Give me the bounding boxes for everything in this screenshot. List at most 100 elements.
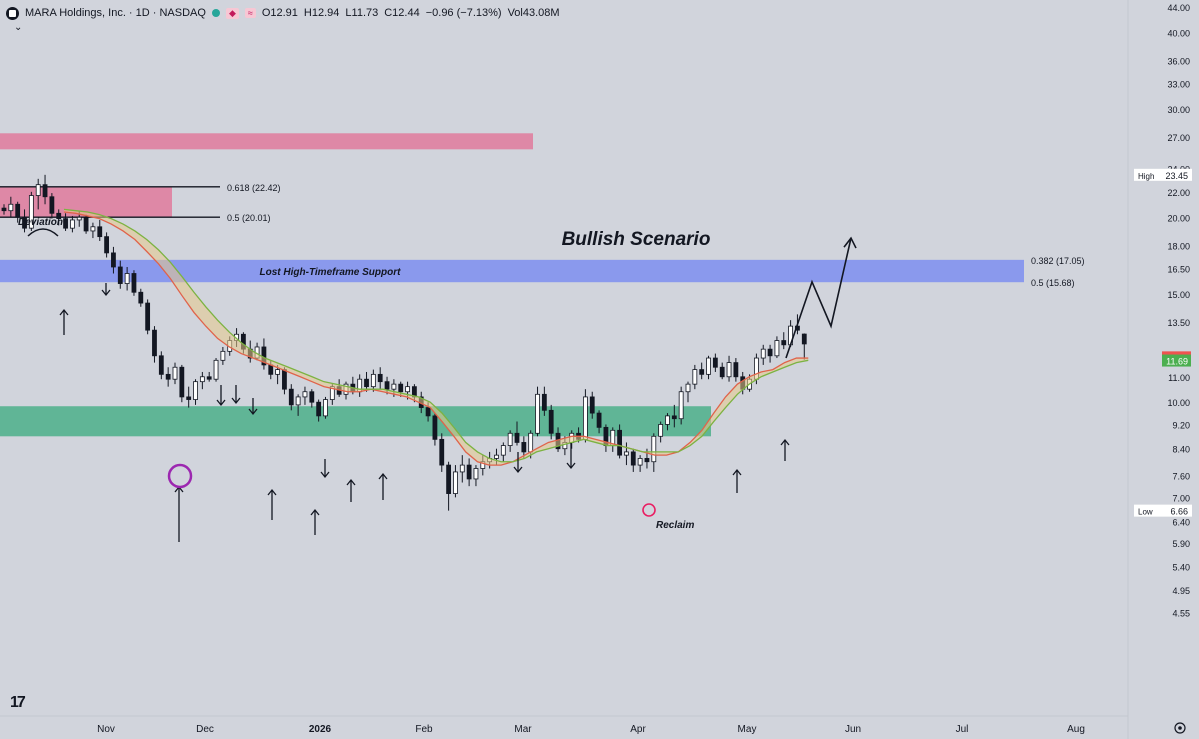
- candle-body-down: [596, 412, 602, 428]
- candle-body-down: [514, 432, 520, 443]
- candle: [90, 222, 96, 239]
- x-tick-label: Aug: [1067, 724, 1085, 735]
- candle: [603, 424, 609, 452]
- up-arrow-head: [378, 472, 388, 480]
- resistance-zone-lost-support: [0, 259, 1024, 283]
- candle-body-up: [692, 369, 698, 385]
- tradingview-logo[interactable]: 17: [10, 694, 26, 711]
- candle-body-down: [425, 407, 431, 417]
- candle-body-down: [617, 429, 622, 456]
- candle: [446, 461, 452, 511]
- candle: [357, 374, 363, 397]
- candle-body-up: [70, 219, 75, 229]
- candle-body-down: [186, 396, 192, 400]
- candle: [370, 369, 376, 392]
- candle-body-down: [179, 366, 185, 398]
- candle-body-down: [97, 226, 103, 238]
- candle: [521, 436, 527, 459]
- candle-body-down: [117, 266, 123, 284]
- candle: [42, 174, 48, 205]
- candle: [35, 178, 41, 210]
- candle-body-down: [548, 409, 554, 434]
- down-arrow-head: [248, 408, 258, 416]
- candle-body-up: [528, 432, 534, 453]
- down-arrow-head: [101, 289, 111, 297]
- projection-path: [785, 237, 852, 359]
- y-tick-label: 11.00: [1168, 373, 1190, 383]
- candle: [733, 358, 739, 382]
- x-tick-label: Dec: [196, 724, 214, 735]
- x-tick-label: Jul: [956, 724, 969, 735]
- candle-body-down: [111, 252, 116, 268]
- candle-body-down: [288, 388, 294, 406]
- x-tick-label: Feb: [415, 724, 433, 735]
- candle-body-down: [42, 184, 48, 198]
- collapse-chevron-icon[interactable]: ⌄: [14, 22, 23, 33]
- candle-body-down: [801, 333, 807, 345]
- candle: [706, 355, 711, 380]
- price-label-box: [1162, 354, 1191, 367]
- y-tick-label: 7.00: [1172, 493, 1190, 503]
- candle-body-down: [384, 381, 390, 390]
- candle-body-up: [678, 391, 684, 420]
- candle: [206, 371, 212, 382]
- flag-badge-icon[interactable]: ◆: [225, 7, 239, 19]
- symbol-title[interactable]: MARA Holdings, Inc. · 1D · NASDAQ: [25, 7, 206, 19]
- candle-body-up: [760, 348, 766, 359]
- candle: [302, 386, 308, 405]
- candle: [624, 442, 629, 466]
- candle-body-down: [446, 464, 452, 494]
- candle-body-down: [1, 207, 7, 212]
- up-arrow-head: [780, 438, 790, 446]
- candle: [111, 246, 116, 274]
- candle-body-up: [637, 458, 643, 466]
- y-tick-label: 5.40: [1172, 563, 1190, 573]
- candle: [117, 260, 123, 289]
- candle-body-up: [90, 226, 96, 232]
- y-tick-label: 4.55: [1172, 608, 1190, 618]
- candle: [432, 413, 438, 446]
- candle-body-up: [193, 381, 198, 400]
- candle-body-down: [158, 355, 164, 375]
- candle: [316, 399, 322, 422]
- compare-badge-icon[interactable]: ≈: [244, 8, 256, 18]
- candle-body-down: [165, 373, 171, 380]
- down-arrow-head: [513, 466, 523, 474]
- y-tick-label: 22.00: [1167, 188, 1190, 198]
- candle: [172, 362, 178, 385]
- candle: [220, 346, 226, 365]
- y-tick-label: 36.00: [1167, 56, 1190, 66]
- y-tick-label: 44.00: [1167, 3, 1190, 13]
- highlight-circle-reclaim: [642, 503, 656, 517]
- candle: [193, 379, 198, 405]
- candle: [535, 386, 540, 437]
- candle-body-up: [295, 396, 301, 406]
- candle: [377, 367, 383, 390]
- candle-body-down: [699, 369, 705, 375]
- highlight-circle-low: [167, 463, 193, 489]
- price-label-value: 23.45: [1165, 171, 1188, 181]
- candle-body-up: [124, 273, 130, 284]
- candle: [507, 430, 513, 452]
- candle-body-up: [507, 432, 513, 446]
- annotation-deviation: Deviation: [18, 217, 63, 228]
- candle: [1, 204, 7, 215]
- candle-body-up: [453, 471, 458, 494]
- candle: [630, 448, 636, 472]
- candle-body-up: [405, 386, 410, 393]
- down-arrow-head: [216, 399, 226, 407]
- x-tick-label: May: [738, 724, 757, 735]
- candle: [145, 299, 151, 335]
- projection-arrowhead: [843, 236, 857, 249]
- fib-level-label-1: 0.5 (20.01): [227, 213, 271, 223]
- candle-body-down: [781, 340, 787, 346]
- market-status-icon: [211, 9, 220, 17]
- candle-body-down: [719, 366, 725, 378]
- candle: [8, 196, 14, 218]
- candle: [699, 362, 705, 380]
- candle: [453, 465, 458, 498]
- candle: [83, 214, 89, 234]
- price-label-value: 6.66: [1170, 507, 1188, 517]
